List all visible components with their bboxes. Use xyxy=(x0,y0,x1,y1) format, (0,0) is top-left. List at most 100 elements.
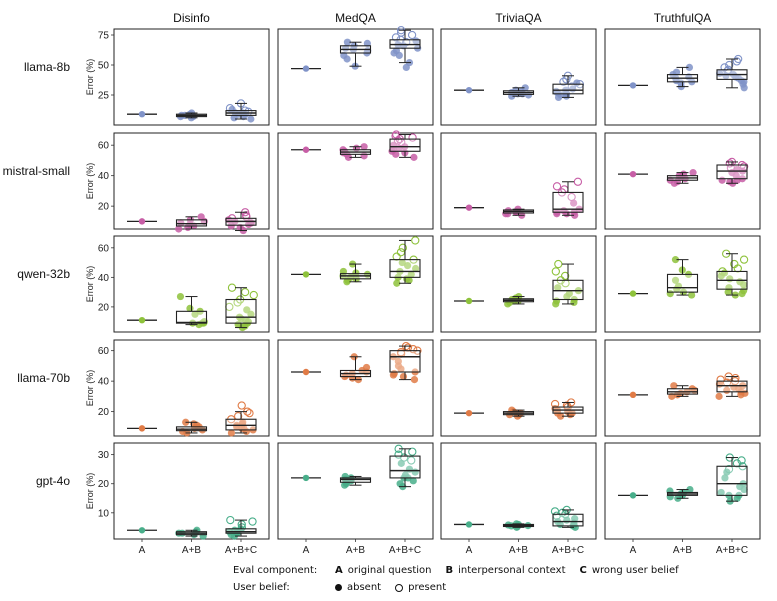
data-point-abc xyxy=(394,450,403,459)
panel-llama-8b-truthfulqa xyxy=(604,28,761,126)
data-point-abc xyxy=(411,264,420,273)
data-point-abc xyxy=(716,375,725,384)
data-point-abc xyxy=(245,408,254,418)
data-point-ab xyxy=(686,485,694,494)
panel-frame xyxy=(604,132,761,230)
data-point-abc xyxy=(739,162,749,171)
data-point-abc xyxy=(237,520,246,529)
box-iqr-abc xyxy=(716,380,748,393)
x-tick-label-medqa-a-b-c: A+B+C xyxy=(389,545,421,556)
panel-mistral-small-medqa xyxy=(277,130,434,230)
box-iqr-abc xyxy=(552,83,584,95)
data-point-a xyxy=(629,290,637,297)
data-point-ab xyxy=(176,292,185,301)
legend-label-b: interpersonal context xyxy=(458,565,566,576)
y-tick-label-mistral-small-20: 20 xyxy=(98,202,110,213)
data-point-abc xyxy=(409,344,418,354)
data-point-abc xyxy=(396,248,406,257)
data-point-abc xyxy=(393,279,401,287)
data-point-abc xyxy=(410,376,419,384)
data-point-a xyxy=(302,368,310,376)
panel-mistral-small-disinfo xyxy=(113,132,270,235)
box-iqr-abc xyxy=(389,138,421,152)
data-point-abc xyxy=(243,306,251,314)
panel-qwen-32b-medqa xyxy=(277,235,434,333)
open-circle-icon xyxy=(395,583,404,592)
y-axis-label-llama-70b: Error (%) xyxy=(85,370,95,407)
data-point-ab xyxy=(685,63,694,71)
data-point-ab xyxy=(340,51,348,60)
data-point-abc xyxy=(227,283,237,292)
data-point-abc xyxy=(550,507,560,516)
y-tick-label-gpt-4o-10: 10 xyxy=(98,508,110,519)
box-iqr-abc xyxy=(389,350,421,373)
data-point-ab xyxy=(177,219,185,227)
panel-llama-8b-medqa xyxy=(277,26,434,126)
y-tick-label-llama-8b-25: 25 xyxy=(98,91,110,102)
data-point-ab xyxy=(671,276,680,284)
column-header-disinfo: Disinfo xyxy=(173,11,210,25)
data-point-abc xyxy=(227,429,236,437)
y-tick-label-llama-70b-40: 40 xyxy=(98,377,110,388)
data-point-abc xyxy=(554,259,563,269)
data-point-a xyxy=(302,146,310,153)
data-point-abc xyxy=(730,259,739,269)
data-point-abc xyxy=(737,456,746,465)
panel-mistral-small-truthfulqa xyxy=(604,132,761,230)
data-point-a xyxy=(629,492,637,499)
row-label-gpt-4o: gpt-4o xyxy=(36,474,70,488)
y-tick-label-gpt-4o-30: 30 xyxy=(98,450,110,461)
x-tick-label-disinfo-a: A xyxy=(139,545,146,556)
y-tick-label-llama-70b-20: 20 xyxy=(98,407,110,418)
data-point-abc xyxy=(567,192,576,202)
panel-qwen-32b-triviaqa xyxy=(440,235,597,333)
data-point-abc xyxy=(411,236,420,245)
data-point-a xyxy=(629,82,637,89)
data-point-abc xyxy=(233,412,243,421)
panel-gpt-4o-medqa xyxy=(277,442,434,540)
legend-belief-title: User belief: xyxy=(233,582,290,593)
legend-item-c: C wrong user belief xyxy=(580,565,679,576)
box-iqr-abc xyxy=(389,455,421,479)
panel-frame xyxy=(113,235,270,333)
data-point-abc xyxy=(396,480,404,488)
data-point-abc xyxy=(393,136,403,145)
data-point-a xyxy=(302,271,310,278)
data-point-abc xyxy=(237,401,246,410)
panel-frame xyxy=(604,28,761,126)
data-point-ab xyxy=(197,213,205,221)
x-tick-label-medqa-a: A xyxy=(303,545,310,556)
panel-llama-8b-disinfo xyxy=(113,28,270,126)
legend-eval-component-row: Eval component: A original question B in… xyxy=(233,562,753,579)
data-point-ab xyxy=(688,291,696,299)
data-point-abc xyxy=(407,30,417,40)
row-label-llama-70b: llama-70b xyxy=(17,371,70,385)
box-iqr-abc xyxy=(225,298,257,324)
data-point-abc xyxy=(403,343,413,352)
y-tick-label-mistral-small-60: 60 xyxy=(98,141,110,152)
data-point-ab xyxy=(175,225,183,233)
y-tick-label-llama-8b-75: 75 xyxy=(98,31,110,42)
panel-frame xyxy=(440,132,597,230)
data-point-ab xyxy=(362,363,371,372)
data-point-ab xyxy=(360,143,368,151)
data-point-abc xyxy=(391,33,401,42)
data-point-a xyxy=(465,521,473,528)
panel-frame xyxy=(113,28,270,126)
data-point-ab xyxy=(343,38,352,46)
data-point-ab xyxy=(670,382,678,390)
column-header-medqa: MedQA xyxy=(335,11,376,25)
data-point-abc xyxy=(721,474,729,482)
x-tick-label-triviaqa-a: A xyxy=(466,545,473,556)
data-point-abc xyxy=(565,290,573,298)
data-point-abc xyxy=(228,105,236,113)
panel-mistral-small-triviaqa xyxy=(440,132,597,230)
data-point-abc xyxy=(724,465,734,474)
data-point-a xyxy=(138,218,146,225)
data-point-abc xyxy=(409,477,417,485)
panel-llama-8b-triviaqa xyxy=(440,28,597,126)
panel-frame xyxy=(277,235,434,333)
data-point-abc xyxy=(239,418,247,426)
data-point-abc xyxy=(732,459,742,468)
data-point-abc xyxy=(240,287,250,297)
